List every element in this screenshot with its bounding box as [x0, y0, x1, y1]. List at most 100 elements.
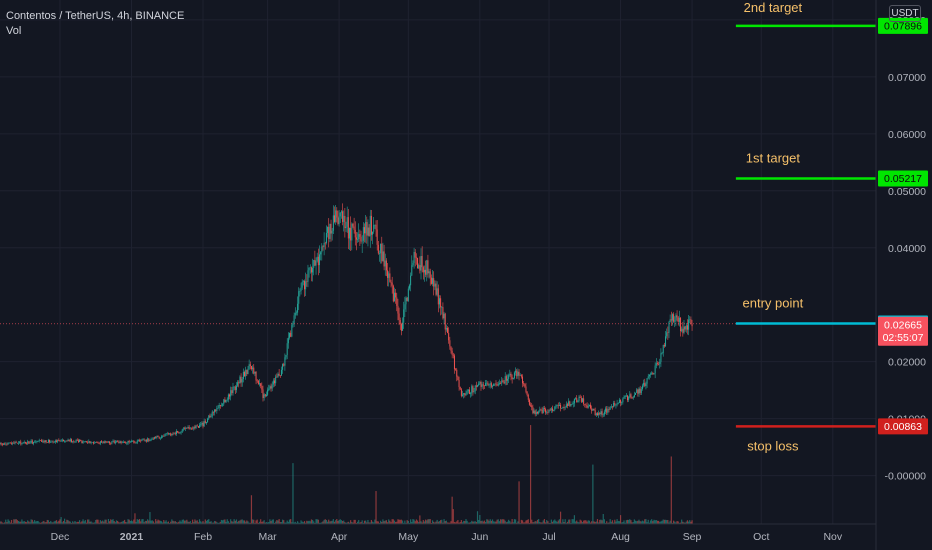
- volume-bar: [373, 522, 375, 524]
- volume-bar: [361, 520, 363, 524]
- volume-bar: [370, 519, 373, 524]
- candle-body: [528, 399, 530, 405]
- volume-bar: [602, 513, 604, 524]
- candle-body: [207, 418, 209, 423]
- candle-body: [327, 226, 329, 233]
- time-tick-label: Jun: [471, 531, 488, 543]
- volume-bar: [74, 520, 76, 524]
- volume-bar: [366, 522, 368, 524]
- volume-bar: [395, 522, 397, 524]
- candle-body: [599, 412, 601, 415]
- volume-bar: [324, 519, 326, 524]
- currency-button[interactable]: USDT: [889, 5, 921, 22]
- candle-body: [130, 441, 132, 442]
- volume-bar: [238, 520, 240, 524]
- candle-body: [19, 441, 21, 443]
- volume-bar: [318, 522, 321, 524]
- candle-body: [420, 256, 422, 271]
- volume-bar: [100, 521, 103, 524]
- candle-body: [501, 380, 503, 384]
- candle-body: [304, 281, 306, 290]
- volume-bar: [264, 522, 266, 524]
- volume-bar: [147, 519, 149, 524]
- volume-bar: [266, 522, 269, 524]
- candle-body: [625, 395, 627, 397]
- candle-body: [526, 391, 528, 395]
- volume-bar: [684, 522, 686, 524]
- volume-bar: [609, 519, 611, 524]
- candle-body: [205, 422, 207, 424]
- candle-body: [566, 404, 568, 406]
- volume-bar: [8, 520, 10, 524]
- volume-bar: [431, 520, 434, 524]
- candle-body: [163, 436, 165, 437]
- candle-body: [602, 414, 604, 416]
- volume-bar: [129, 520, 131, 524]
- candle-body: [668, 322, 670, 333]
- volume-bar: [638, 519, 640, 524]
- volume-bar: [634, 520, 637, 524]
- candle-body: [558, 404, 560, 406]
- candle-body: [477, 385, 479, 387]
- candle-body: [691, 324, 693, 327]
- candle-body: [143, 439, 145, 441]
- candle-body: [587, 405, 589, 408]
- candle-body: [453, 355, 455, 370]
- volume-bar: [121, 521, 123, 524]
- volume-bar: [419, 515, 421, 524]
- candle-body: [466, 391, 468, 395]
- candle-body: [204, 421, 206, 424]
- volume-bar: [138, 519, 141, 524]
- candle-body: [338, 216, 340, 225]
- volume-bar: [446, 522, 449, 524]
- candle-body: [471, 386, 473, 394]
- volume-bar: [25, 522, 28, 524]
- volume-bar: [509, 521, 511, 524]
- volume-bar: [569, 519, 571, 524]
- volume-bar: [27, 520, 29, 524]
- time-axis[interactable]: Dec 2021 Feb Mar Apr May Jun Jul Aug Sep Oct Nov: [0, 523, 876, 543]
- volume-bar: [253, 519, 255, 524]
- volume-bar: [35, 521, 37, 524]
- volume-bar: [546, 520, 548, 524]
- volume-bar: [123, 519, 126, 524]
- volume-bar: [172, 520, 174, 524]
- volume-bar: [365, 520, 367, 524]
- volume-bar: [292, 463, 294, 524]
- volume-bar: [16, 520, 18, 524]
- volume-bar: [592, 464, 594, 524]
- volume-bar: [529, 425, 532, 524]
- candle-body: [459, 387, 461, 390]
- volume-bar: [82, 519, 84, 524]
- candle-body: [279, 375, 281, 377]
- price-axis[interactable]: 0.010000.020000.040000.050000.060000.070…: [875, 0, 928, 550]
- volume-bar: [534, 521, 536, 524]
- candle-body: [277, 373, 279, 378]
- candle-body: [392, 285, 394, 302]
- candle-body: [178, 432, 180, 434]
- volume-bar: [311, 519, 314, 524]
- volume-bar: [676, 521, 678, 524]
- candle-body: [452, 354, 454, 356]
- volume-bar: [671, 522, 674, 524]
- volume-bar: [374, 519, 376, 524]
- candle-body: [203, 421, 205, 427]
- candle-body: [285, 355, 287, 358]
- volume-bar: [166, 522, 168, 524]
- candle-body: [127, 440, 129, 444]
- volume-bar: [151, 520, 153, 524]
- volume-bar: [84, 520, 86, 524]
- candle-body: [41, 440, 43, 442]
- volume-bar: [15, 519, 17, 524]
- volume-bar: [458, 522, 460, 524]
- volume-bar: [115, 520, 118, 524]
- volume-bar: [368, 522, 370, 524]
- volume-bar: [194, 519, 196, 524]
- volume-bar: [195, 520, 197, 524]
- volume-bar: [58, 520, 60, 524]
- volume-bar: [519, 522, 521, 524]
- candle-body: [122, 442, 124, 443]
- candle-body: [36, 441, 38, 442]
- candle-body: [201, 422, 203, 425]
